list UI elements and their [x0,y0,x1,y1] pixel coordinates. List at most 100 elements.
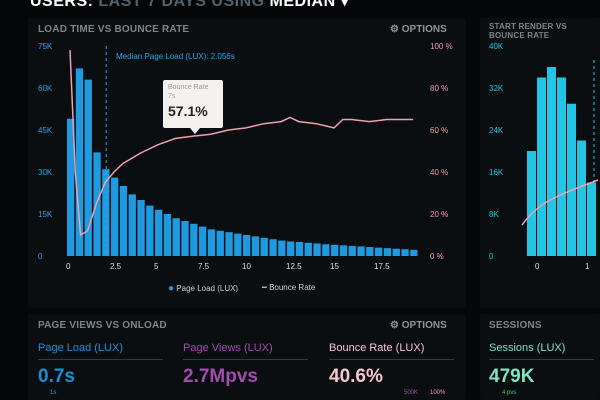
metric-page-load: Page Load (LUX) 0.7s [38,342,163,388]
panel-title: SESSIONS [489,320,542,331]
bar [401,249,409,256]
bar [331,244,339,256]
bar [339,245,348,256]
page-header: USERS: LAST 7 DAYS USING MEDIAN ▾ [30,0,349,11]
header-range[interactable]: LAST 7 DAYS [98,0,207,10]
tooltip-title: Bounce Rate [168,84,209,91]
axis-tick: 100% [430,390,446,396]
gear-icon: ⚙ [390,24,399,35]
bar [216,230,224,256]
bounce-rate-line [69,50,414,237]
tooltip: Bounce Rate 7s 57.1% [163,80,223,128]
render-bar [547,67,556,256]
y-tick-left: 60K [38,84,53,93]
tooltip-pointer [190,128,200,134]
dot-icon: ● [168,283,175,294]
bar [260,237,268,256]
render-bar [557,77,566,256]
tooltip-x: 7s [168,93,176,100]
bar [269,239,277,256]
bar [392,248,400,256]
axis-tick: 500K [404,390,419,396]
header-title: USERS: [30,0,94,10]
render-bar [537,77,546,256]
bar [207,229,216,256]
x-tick: 5 [154,262,159,271]
axis-tick: 4 pvs [502,390,517,396]
x-tick: 15 [330,262,339,271]
y-tick-right: 40 % [430,168,449,177]
y-tick-left: 15K [38,210,53,219]
y-tick-right: 100 % [430,42,453,51]
x-tick: 17.5 [374,262,390,271]
render-bar [567,103,576,256]
options-button[interactable]: ⚙ OPTIONS [390,24,447,35]
x-tick-render: 1 [585,262,590,271]
x-tick: 7.5 [198,262,210,271]
axis-tick: 1s [50,390,57,396]
bar [348,245,356,256]
gear-icon: ⚙ [390,320,399,331]
x-tick-render: 0 [535,262,540,271]
bar [172,218,180,256]
legend-bars[interactable]: ● Page Load (LUX) [168,283,239,294]
header-stat[interactable]: MEDIAN [269,0,336,10]
bar [243,235,251,256]
bar [119,186,128,256]
bar [137,200,145,256]
bar [199,226,207,256]
bar [128,194,136,256]
bar [295,242,304,256]
bar [190,223,198,256]
bar [410,249,418,256]
bar [304,242,312,256]
bar [163,214,172,256]
bar [102,169,110,256]
y-tick-left: 30K [38,168,53,177]
y-tick-left: 0 [38,252,43,261]
line-icon: ━ [262,283,267,292]
sessions-panel [480,314,600,400]
bar [278,240,286,256]
y-tick-right: 60 % [430,126,449,135]
bar [366,247,374,256]
y-tick-render: 8K [489,210,499,219]
bar [375,247,383,256]
panel-title: START RENDER VS BOUNCE RATE [489,22,567,40]
render-bounce-line [521,179,599,226]
bar [313,243,321,256]
metric-sessions: Sessions (LUX) 479K [489,342,594,388]
y-tick-render: 16K [489,168,504,177]
bar [111,177,119,256]
y-tick-render: 32K [489,84,504,93]
bar [383,248,392,256]
x-tick: 12.5 [286,262,302,271]
page-views-panel [28,314,466,400]
y-tick-right: 80 % [430,84,449,93]
header-using: USING [211,0,265,10]
bar [251,236,260,256]
x-tick: 2.5 [110,262,122,271]
render-bar [587,182,596,256]
bar [357,246,365,256]
bar [75,68,84,257]
y-tick-right: 20 % [430,210,449,219]
x-tick: 10 [242,262,251,271]
bar [84,79,92,256]
metric-page-views: Page Views (LUX) 2.7Mpvs [183,342,308,388]
bar [146,205,154,256]
y-tick-render: 40K [489,42,504,51]
options-button[interactable]: ⚙ OPTIONS [390,320,447,331]
x-tick: 0 [66,262,71,271]
y-tick-render: 24K [489,126,504,135]
y-tick-render: 0 [489,252,494,261]
bar [67,118,75,256]
bar [322,244,330,256]
legend-line[interactable]: ━ Bounce Rate [262,283,316,292]
bar [225,232,233,256]
panel-title: LOAD TIME VS BOUNCE RATE [38,24,190,35]
render-bar [577,140,586,256]
bar [287,241,295,256]
y-tick-left: 45K [38,126,53,135]
